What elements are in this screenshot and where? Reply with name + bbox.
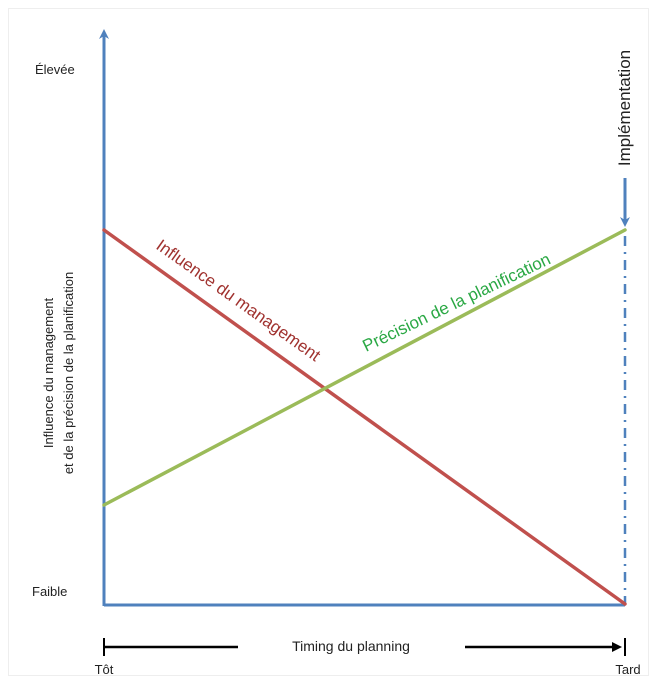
y-tick-high: Élevée <box>35 62 75 77</box>
y-axis-label-line1: Influence du management <box>41 297 56 448</box>
y-axis-label-line2: et de la précision de la planification <box>61 272 76 474</box>
series-label-precision: Précision de la planification <box>360 249 554 355</box>
x-tick-end: Tard <box>615 662 640 677</box>
y-tick-low: Faible <box>32 584 67 599</box>
x-axis-label: Timing du planning <box>292 638 410 654</box>
x-tick-start: Tôt <box>95 662 114 677</box>
annotation-implementation: Implémentation <box>615 50 634 166</box>
series-line-influence <box>102 228 627 606</box>
timing-bracket-arrowhead <box>612 642 622 652</box>
series-label-influence: Influence du management <box>153 236 324 366</box>
series-line-precision <box>102 228 627 507</box>
